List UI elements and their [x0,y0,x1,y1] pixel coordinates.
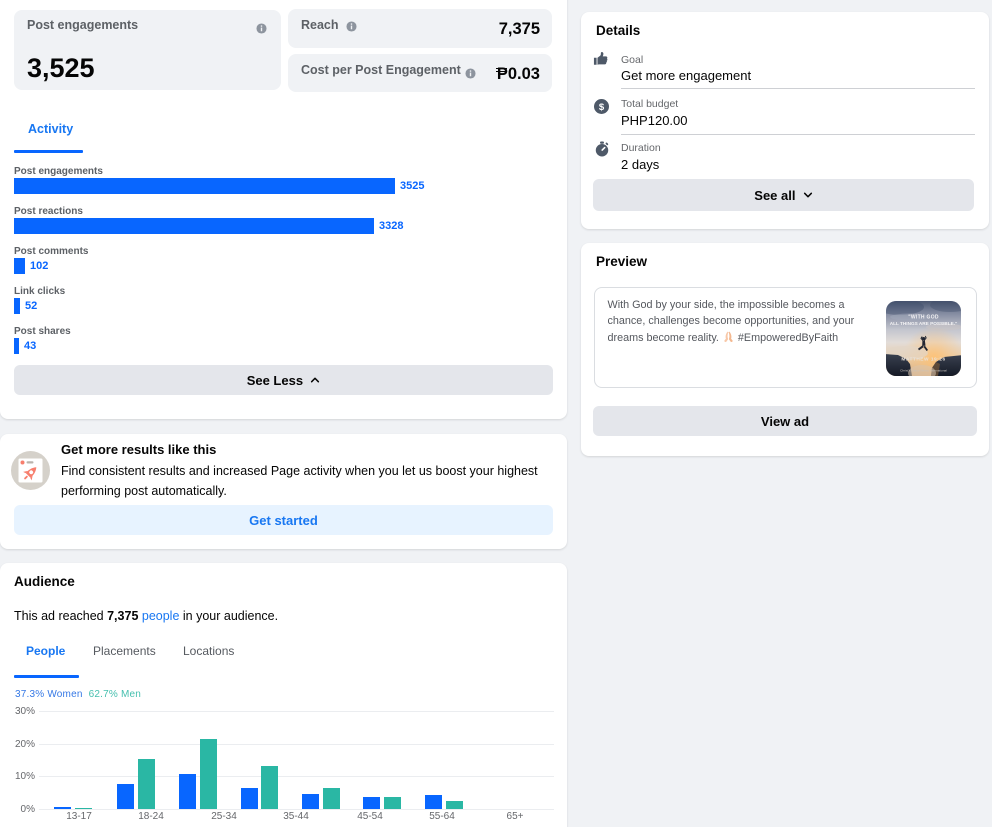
svg-text:Christ's Grace Mercy Internati: Christ's Grace Mercy International [900,369,947,373]
svg-text:ALL THINGS ARE POSSIBLE.": ALL THINGS ARE POSSIBLE." [890,321,958,326]
svg-text:MATTHEW 19:26: MATTHEW 19:26 [901,357,945,363]
svg-text:$: $ [599,102,605,113]
svg-text:"WITH GOD: "WITH GOD [908,315,939,321]
